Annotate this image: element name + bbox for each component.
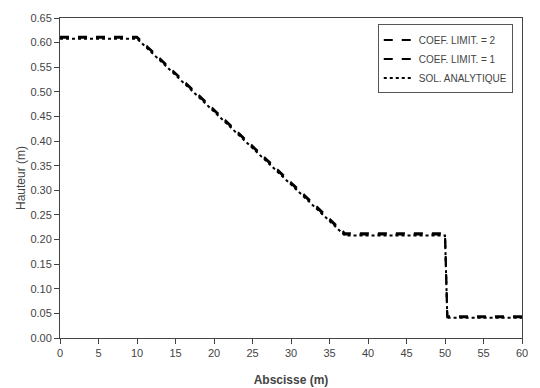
svg-text:0.25: 0.25 — [30, 209, 51, 221]
svg-text:0.45: 0.45 — [30, 110, 51, 122]
svg-text:5: 5 — [95, 347, 101, 359]
svg-text:0.50: 0.50 — [30, 86, 51, 98]
svg-text:20: 20 — [208, 347, 220, 359]
svg-text:0.10: 0.10 — [30, 283, 51, 295]
svg-text:0.55: 0.55 — [30, 61, 51, 73]
svg-text:50: 50 — [439, 347, 451, 359]
svg-text:55: 55 — [477, 347, 489, 359]
svg-text:0.05: 0.05 — [30, 307, 51, 319]
svg-text:0.15: 0.15 — [30, 258, 51, 270]
svg-text:40: 40 — [362, 347, 374, 359]
svg-text:15: 15 — [169, 347, 181, 359]
svg-text:0: 0 — [57, 347, 63, 359]
svg-text:60: 60 — [516, 347, 528, 359]
svg-text:COEF. LIMIT. = 2: COEF. LIMIT. = 2 — [419, 35, 496, 46]
svg-text:10: 10 — [131, 347, 143, 359]
svg-text:45: 45 — [400, 347, 412, 359]
svg-text:SOL. ANALYTIQUE: SOL. ANALYTIQUE — [419, 73, 507, 84]
svg-text:0.20: 0.20 — [30, 233, 51, 245]
svg-text:COEF. LIMIT. = 1: COEF. LIMIT. = 1 — [419, 54, 496, 65]
svg-text:25: 25 — [246, 347, 258, 359]
svg-text:Abscisse (m): Abscisse (m) — [254, 373, 329, 387]
svg-text:Hauteur (m): Hauteur (m) — [14, 146, 28, 210]
svg-text:0.35: 0.35 — [30, 160, 51, 172]
svg-text:0.65: 0.65 — [30, 12, 51, 24]
svg-text:35: 35 — [323, 347, 335, 359]
svg-text:0.30: 0.30 — [30, 184, 51, 196]
svg-text:0.60: 0.60 — [30, 36, 51, 48]
svg-text:0.00: 0.00 — [30, 332, 51, 344]
svg-text:0.40: 0.40 — [30, 135, 51, 147]
svg-text:30: 30 — [285, 347, 297, 359]
